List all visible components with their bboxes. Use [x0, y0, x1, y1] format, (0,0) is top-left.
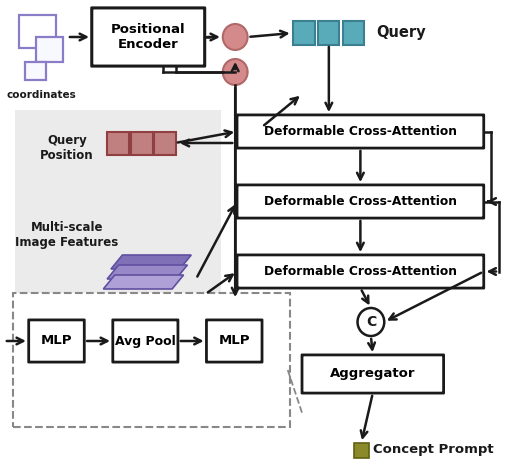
Text: Deformable Cross-Attention: Deformable Cross-Attention: [264, 195, 457, 208]
FancyBboxPatch shape: [92, 8, 205, 66]
Text: MLP: MLP: [41, 335, 72, 348]
FancyBboxPatch shape: [354, 443, 368, 458]
Bar: [36, 37, 63, 62]
FancyBboxPatch shape: [113, 320, 178, 362]
Bar: [19, 15, 55, 48]
FancyBboxPatch shape: [107, 132, 128, 154]
Text: Deformable Cross-Attention: Deformable Cross-Attention: [264, 125, 457, 138]
Text: C: C: [366, 315, 376, 329]
Polygon shape: [111, 255, 191, 269]
FancyBboxPatch shape: [302, 355, 443, 393]
Text: Deformable Cross-Attention: Deformable Cross-Attention: [264, 265, 457, 278]
FancyBboxPatch shape: [237, 255, 484, 288]
FancyBboxPatch shape: [13, 293, 290, 427]
Text: Query
Position: Query Position: [40, 134, 94, 162]
Text: coordinates: coordinates: [6, 90, 76, 100]
Circle shape: [223, 59, 248, 85]
FancyBboxPatch shape: [294, 21, 314, 45]
Text: Positional
Encoder: Positional Encoder: [111, 23, 185, 51]
Text: Avg Pool: Avg Pool: [115, 335, 176, 348]
Circle shape: [357, 308, 384, 336]
FancyBboxPatch shape: [207, 320, 262, 362]
FancyBboxPatch shape: [319, 21, 339, 45]
Text: Query: Query: [377, 25, 426, 41]
Text: Multi-scale
Image Features: Multi-scale Image Features: [16, 221, 119, 249]
FancyBboxPatch shape: [237, 185, 484, 218]
FancyBboxPatch shape: [16, 110, 221, 305]
Polygon shape: [107, 265, 188, 279]
FancyBboxPatch shape: [131, 132, 152, 154]
Text: Concept Prompt: Concept Prompt: [373, 444, 494, 456]
FancyBboxPatch shape: [28, 320, 84, 362]
FancyBboxPatch shape: [154, 132, 177, 154]
Bar: [25, 62, 46, 80]
Circle shape: [223, 24, 248, 50]
Polygon shape: [103, 275, 183, 289]
FancyBboxPatch shape: [237, 115, 484, 148]
Text: MLP: MLP: [219, 335, 250, 348]
Text: Aggregator: Aggregator: [330, 367, 415, 380]
FancyBboxPatch shape: [343, 21, 364, 45]
